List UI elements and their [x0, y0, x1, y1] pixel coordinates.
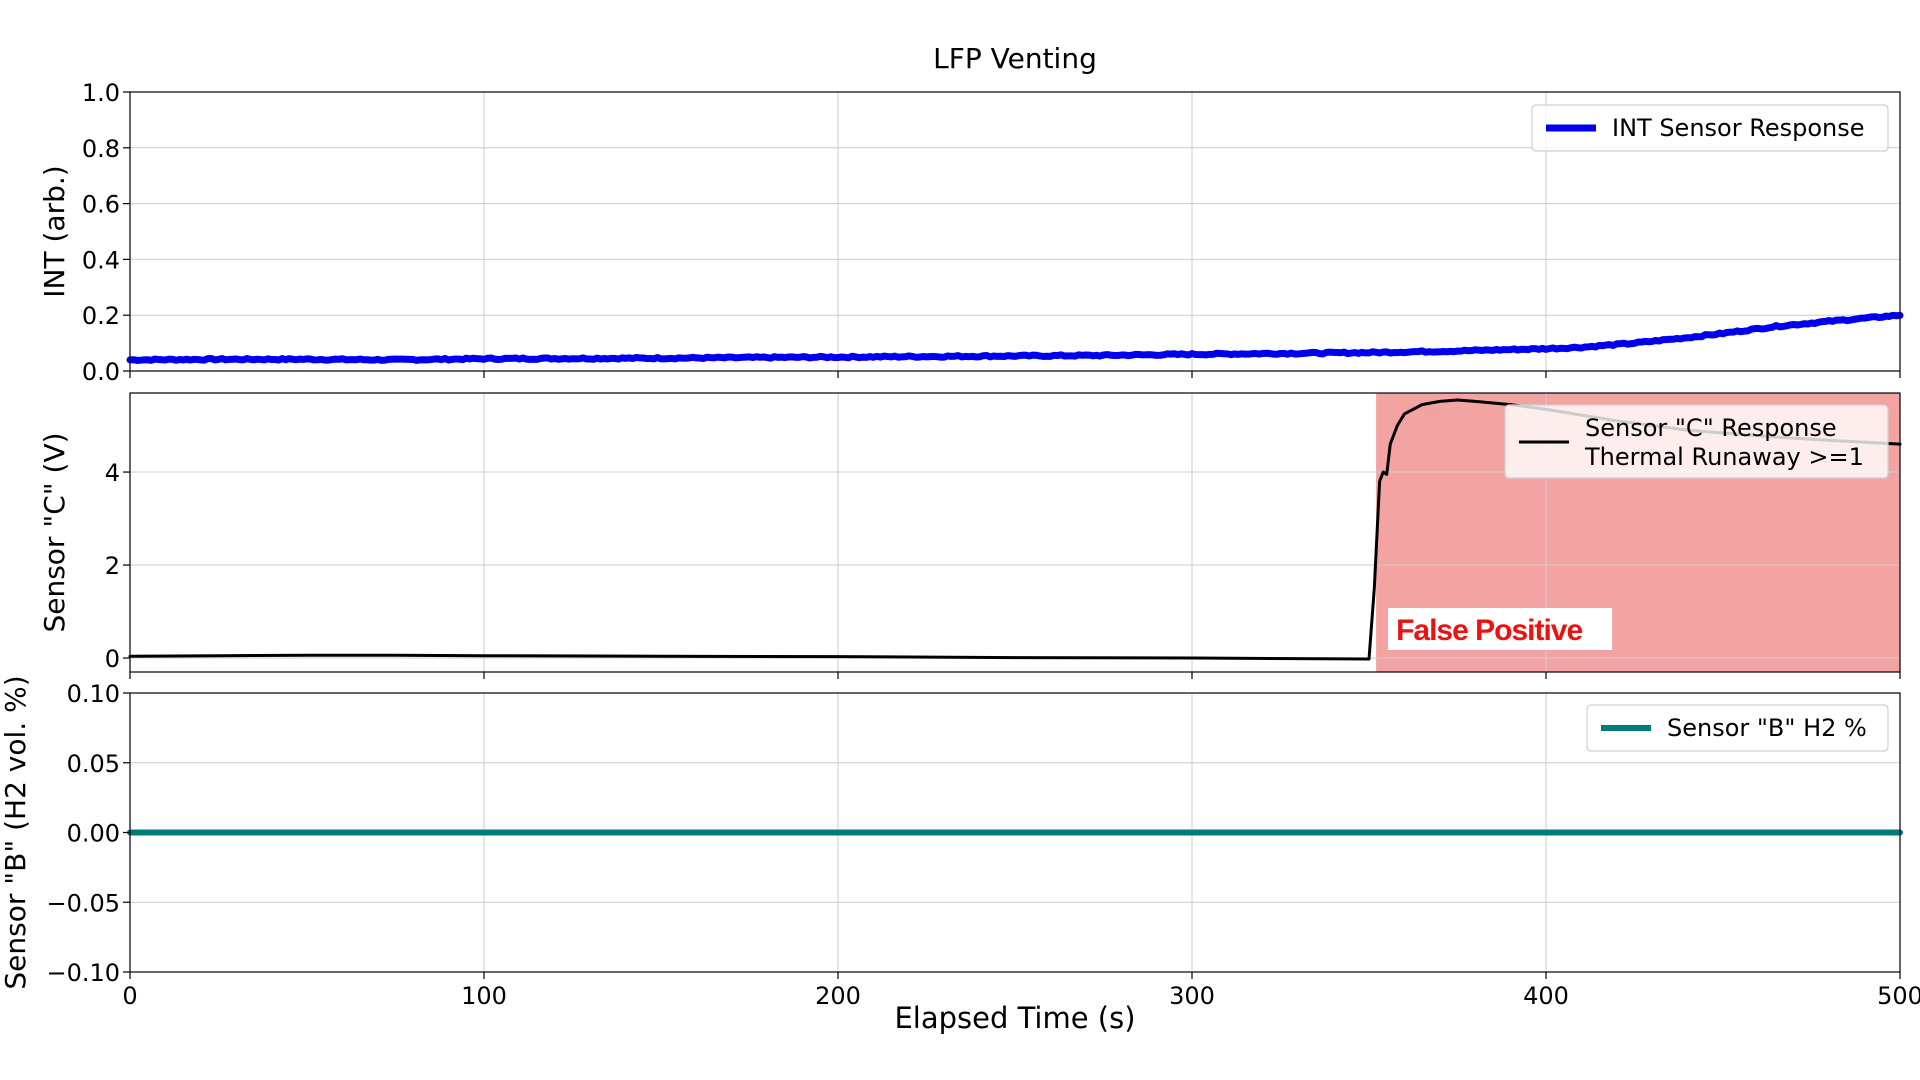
legend-entry: Sensor "B" H2 %	[1667, 714, 1867, 742]
axes-frame	[129, 692, 1901, 973]
y-tick-label: 2	[105, 552, 120, 580]
x-tick-label: 0	[122, 982, 137, 1010]
y-tick-label: 0.2	[82, 302, 120, 330]
y-axis-label: INT (arb.)	[38, 165, 71, 297]
y-tick-label: 0.6	[82, 191, 120, 219]
chart-title: LFP Venting	[933, 42, 1097, 75]
y-axis-label: Sensor "B" (H2 vol. %)	[0, 675, 32, 989]
legend-box	[1531, 104, 1889, 152]
y-tick-label: −0.10	[46, 959, 120, 987]
y-tick-label: 4	[105, 459, 120, 487]
y-tick-label: −0.05	[46, 889, 120, 917]
y-tick-label: 0.8	[82, 135, 120, 163]
y-tick-label: 1.0	[82, 79, 120, 107]
legend-entry: Thermal Runaway >=1	[1584, 443, 1864, 471]
x-tick-label: 200	[815, 982, 861, 1010]
legend-box	[1504, 404, 1889, 479]
y-tick-label: 0.00	[67, 820, 120, 848]
y-axis-label: Sensor "C" (V)	[38, 432, 71, 632]
y-tick-label: 0.4	[82, 246, 120, 274]
legend-entry: Sensor "C" Response	[1585, 414, 1837, 442]
x-tick-label: 400	[1523, 982, 1569, 1010]
x-axis-label: Elapsed Time (s)	[894, 1001, 1135, 1035]
x-tick-label: 500	[1877, 982, 1920, 1010]
legend-box	[1586, 704, 1889, 752]
y-tick-label: 0.0	[82, 358, 120, 386]
false-positive-label: False Positive	[1396, 614, 1582, 647]
false-positive-box	[1388, 608, 1613, 650]
y-tick-label: 0	[105, 645, 120, 673]
x-tick-label: 300	[1169, 982, 1215, 1010]
y-tick-label: 0.10	[67, 680, 120, 708]
legend-entry: INT Sensor Response	[1612, 114, 1864, 142]
axes-frame	[129, 392, 1901, 673]
y-tick-label: 0.05	[67, 750, 120, 778]
axes-frame	[129, 91, 1901, 372]
series-line-0-0	[126, 311, 1904, 364]
x-tick-label: 100	[461, 982, 507, 1010]
